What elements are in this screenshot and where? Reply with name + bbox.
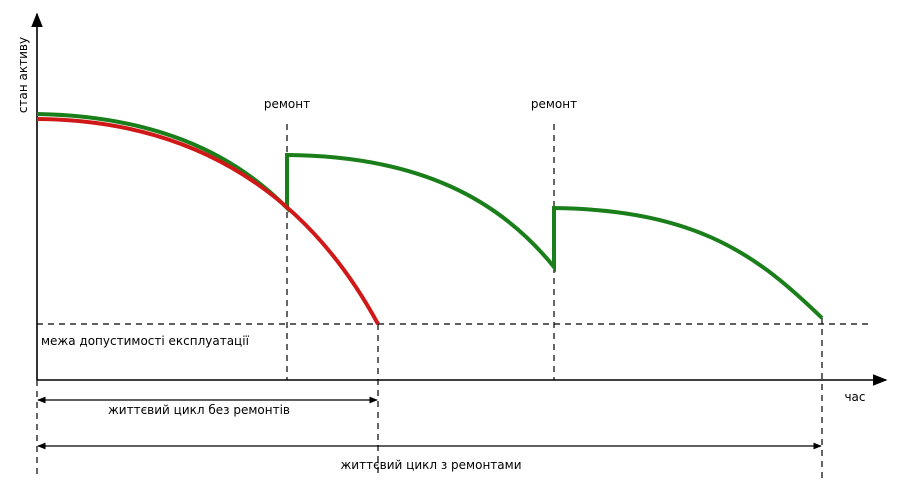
curve-with-repairs bbox=[36, 112, 824, 320]
repair-label-2: ремонт bbox=[531, 97, 577, 111]
x-axis-label: час bbox=[844, 390, 865, 404]
repair-label-1: ремонт bbox=[264, 97, 310, 111]
y-axis-label: стан активу bbox=[16, 37, 30, 113]
curve-without-repairs bbox=[36, 117, 380, 325]
span-label-with-repairs: життєвий цикл з ремонтами bbox=[341, 458, 522, 472]
span-label-without-repairs: життєвий цикл без ремонтів bbox=[108, 403, 290, 417]
threshold-label: межа допустимості експлуатації bbox=[41, 334, 250, 348]
